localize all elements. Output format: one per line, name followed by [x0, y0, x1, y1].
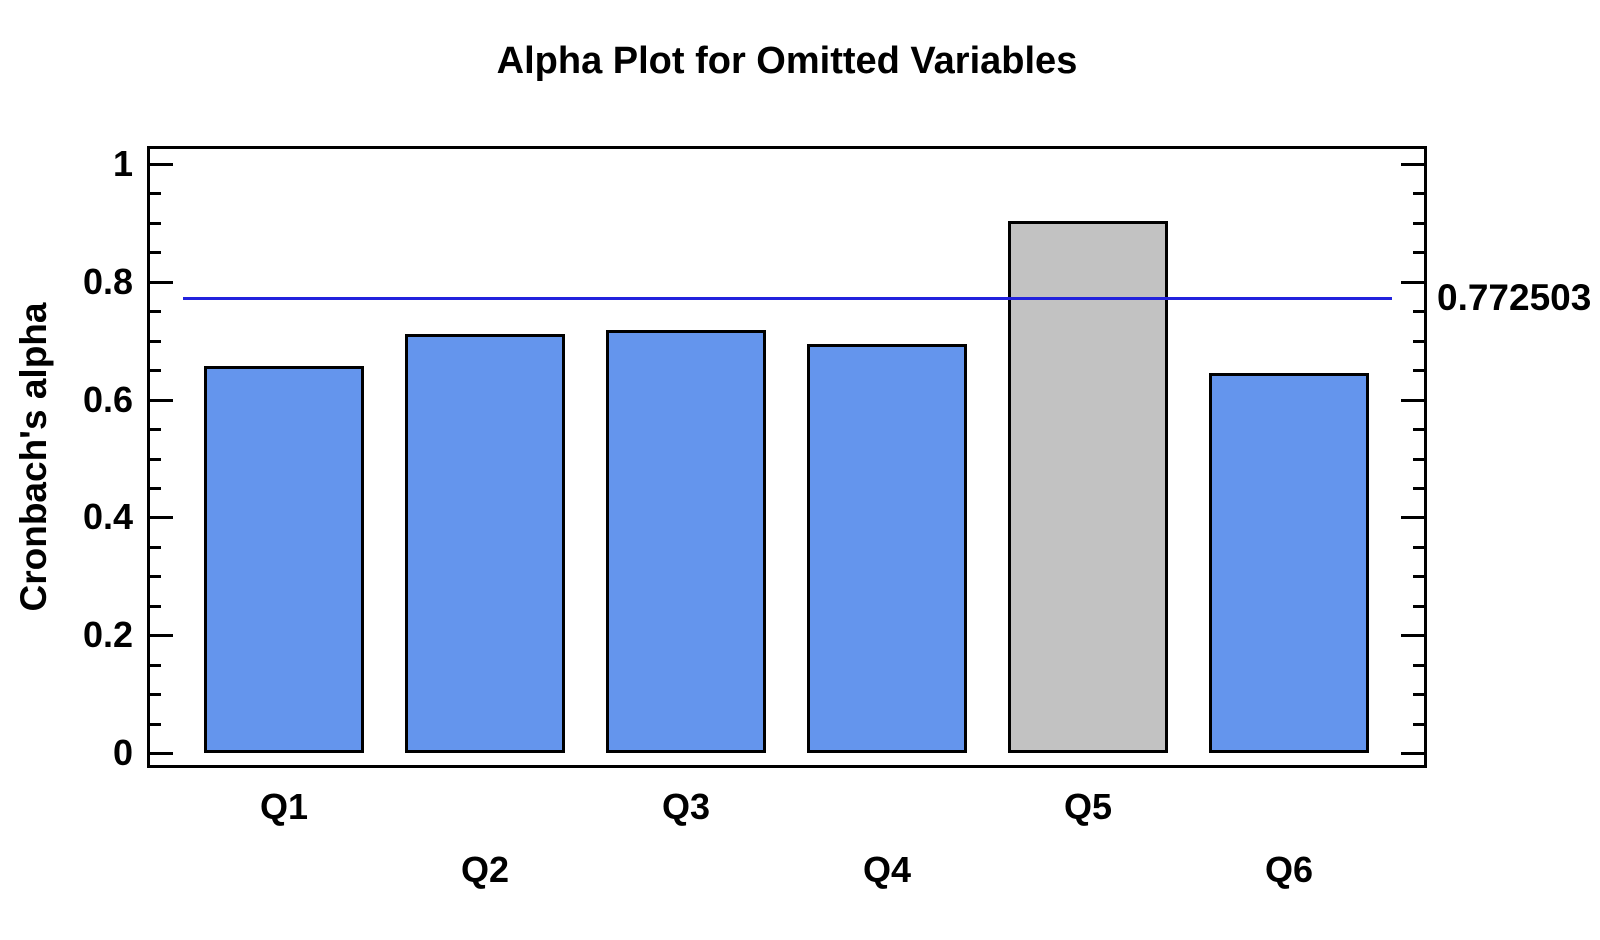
y-minor-tick-left — [147, 369, 161, 372]
y-major-tick-right — [1401, 516, 1427, 519]
y-major-tick-left — [147, 634, 173, 637]
y-major-tick-left — [147, 399, 173, 402]
y-minor-tick-left — [147, 310, 161, 313]
y-minor-tick-left — [147, 664, 161, 667]
y-minor-tick-left — [147, 487, 161, 490]
x-tick-label-q5: Q5 — [1063, 786, 1113, 827]
bar-q5 — [1008, 221, 1168, 753]
y-minor-tick-right — [1413, 340, 1427, 343]
bar-q1 — [204, 366, 364, 753]
x-tick-label-q1: Q1 — [259, 786, 309, 827]
y-minor-tick-right — [1413, 369, 1427, 372]
y-major-tick-right — [1401, 399, 1427, 402]
y-tick-label: 0.8 — [82, 261, 133, 302]
y-minor-tick-left — [147, 192, 161, 195]
y-minor-tick-right — [1413, 251, 1427, 254]
y-minor-tick-left — [147, 723, 161, 726]
y-minor-tick-right — [1413, 575, 1427, 578]
x-tick-label-q2: Q2 — [460, 849, 510, 890]
y-tick-label: 0.2 — [82, 614, 133, 655]
reference-line — [183, 297, 1392, 300]
bar-q3 — [606, 330, 766, 753]
y-minor-tick-right — [1413, 428, 1427, 431]
y-major-tick-left — [147, 163, 173, 166]
y-major-tick-right — [1401, 281, 1427, 284]
bar-q4 — [807, 344, 967, 753]
bar-q6 — [1209, 373, 1369, 753]
y-major-tick-left — [147, 281, 173, 284]
x-tick-label-q6: Q6 — [1264, 849, 1314, 890]
y-minor-tick-left — [147, 340, 161, 343]
y-minor-tick-right — [1413, 693, 1427, 696]
x-tick-label-q4: Q4 — [862, 849, 912, 890]
y-minor-tick-right — [1413, 546, 1427, 549]
x-tick-label-q3: Q3 — [661, 786, 711, 827]
y-minor-tick-right — [1413, 310, 1427, 313]
y-minor-tick-left — [147, 222, 161, 225]
y-major-tick-right — [1401, 634, 1427, 637]
y-minor-tick-left — [147, 605, 161, 608]
y-minor-tick-left — [147, 428, 161, 431]
y-minor-tick-left — [147, 575, 161, 578]
y-minor-tick-left — [147, 458, 161, 461]
y-minor-tick-right — [1413, 192, 1427, 195]
y-major-tick-right — [1401, 163, 1427, 166]
y-tick-label: 0 — [112, 732, 133, 773]
y-minor-tick-right — [1413, 723, 1427, 726]
y-minor-tick-right — [1413, 664, 1427, 667]
y-tick-label: 0.4 — [82, 496, 133, 537]
y-tick-label: 0.6 — [82, 379, 133, 420]
y-minor-tick-left — [147, 251, 161, 254]
y-minor-tick-right — [1413, 458, 1427, 461]
y-minor-tick-left — [147, 546, 161, 549]
y-major-tick-left — [147, 752, 173, 755]
y-major-tick-left — [147, 516, 173, 519]
y-major-tick-right — [1401, 752, 1427, 755]
bar-q2 — [405, 334, 565, 753]
y-axis-title: Cronbach's alpha — [13, 302, 54, 612]
reference-line-value-label: 0.772503 — [1437, 277, 1592, 318]
y-minor-tick-right — [1413, 222, 1427, 225]
y-minor-tick-right — [1413, 487, 1427, 490]
y-minor-tick-left — [147, 693, 161, 696]
y-minor-tick-right — [1413, 605, 1427, 608]
y-tick-label: 1 — [112, 143, 133, 184]
chart-title: Alpha Plot for Omitted Variables — [496, 40, 1078, 82]
